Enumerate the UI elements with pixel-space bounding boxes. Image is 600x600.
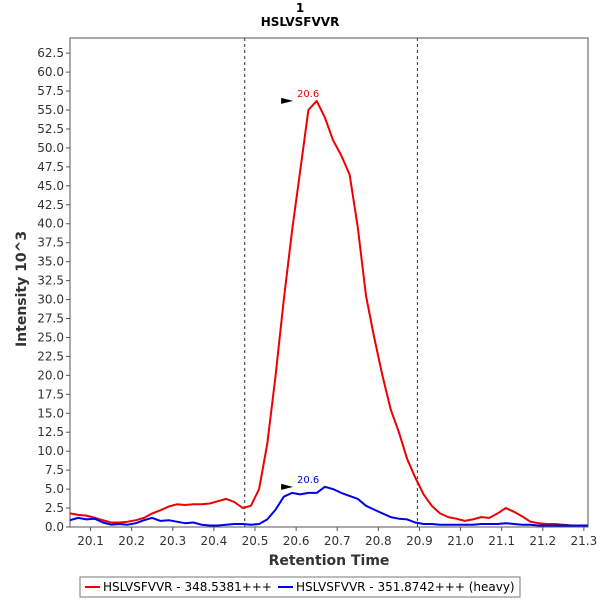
peak-markers: 20.6 20.6 (281, 89, 319, 490)
legend-entry-light: HSLVSFVVR - 348.5381+++ (103, 580, 272, 594)
peak-label-1: 20.6 (297, 89, 319, 100)
series-line-light (70, 99, 588, 527)
chart-title: 1 (296, 1, 304, 15)
x-tick-label: 20.8 (365, 534, 392, 548)
x-tick-label: 20.4 (201, 534, 228, 548)
y-tick-label: 7.5 (45, 463, 64, 477)
series-line-heavy (70, 485, 588, 527)
y-tick-label: 22.5 (37, 349, 64, 363)
series-lines (70, 99, 588, 527)
x-tick-label: 20.9 (406, 534, 433, 548)
y-tick-label: 10.0 (37, 444, 64, 458)
legend: HSLVSFVVR - 348.5381+++ HSLVSFVVR - 351.… (79, 576, 521, 598)
y-axis-label: Intensity 10^3 (14, 231, 30, 347)
y-tick-label: 12.5 (37, 425, 64, 439)
y-tick-label: 15.0 (37, 406, 64, 420)
y-tick-label: 45.0 (37, 179, 64, 193)
y-tick-label: 57.5 (37, 84, 64, 98)
y-tick-label: 30.0 (37, 293, 64, 307)
y-tick-label: 0.0 (45, 520, 64, 534)
x-tick-label: 21.1 (488, 534, 515, 548)
x-tick-label: 21.3 (571, 534, 598, 548)
y-tick-label: 5.0 (45, 482, 64, 496)
y-tick-label: 60.0 (37, 65, 64, 79)
peak-arrow-1 (281, 97, 294, 104)
x-tick-label: 21.2 (529, 534, 556, 548)
y-tick-label: 40.0 (37, 217, 64, 231)
x-tick-label: 20.1 (77, 534, 104, 548)
y-tick-label: 27.5 (37, 312, 64, 326)
y-tick-label: 32.5 (37, 274, 64, 288)
x-axis-label: Retention Time (269, 553, 390, 569)
y-tick-label: 2.5 (45, 501, 64, 515)
y-tick-label: 25.0 (37, 330, 64, 344)
peak-arrow-2 (281, 483, 294, 490)
legend-entry-heavy: HSLVSFVVR - 351.8742+++ (heavy) (296, 580, 515, 594)
y-tick-label: 37.5 (37, 236, 64, 250)
peak-label-2: 20.6 (297, 475, 319, 486)
y-tick-label: 17.5 (37, 387, 64, 401)
x-tick-label: 20.3 (159, 534, 186, 548)
x-tick-label: 20.6 (283, 534, 310, 548)
chart-subtitle: HSLVSFVVR (261, 15, 340, 29)
x-tick-label: 20.2 (118, 534, 145, 548)
y-tick-label: 42.5 (37, 198, 64, 212)
x-axis-ticks: 20.1 20.2 20.3 20.4 20.5 20.6 20.7 20.8 20.9 21.0… (77, 527, 597, 548)
y-tick-label: 35.0 (37, 255, 64, 269)
x-tick-label: 21.0 (447, 534, 474, 548)
y-tick-label: 50.0 (37, 141, 64, 155)
y-tick-label: 62.5 (37, 46, 64, 60)
x-tick-label: 20.7 (324, 534, 351, 548)
y-axis-ticks: 0.0 2.5 5.0 7.5 10.0 12.5 15.0 17.5 20.0 22.5 25.0… (37, 46, 70, 534)
plot-area (69, 37, 589, 528)
y-tick-label: 47.5 (37, 160, 64, 174)
y-tick-label: 55.0 (37, 103, 64, 117)
y-tick-label: 52.5 (37, 122, 64, 136)
x-tick-label: 20.5 (242, 534, 269, 548)
y-tick-label: 20.0 (37, 368, 64, 382)
legend-box (79, 576, 521, 598)
